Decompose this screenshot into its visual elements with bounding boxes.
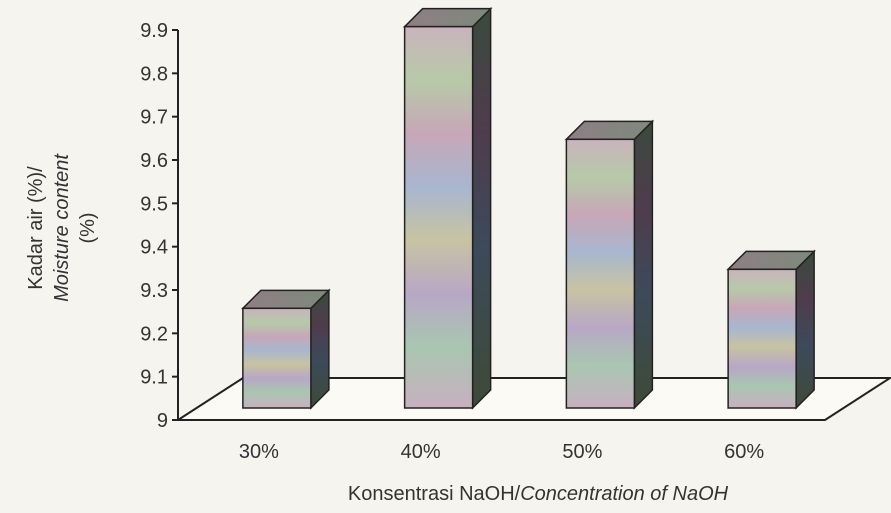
- y-tick-label: 9.1: [140, 367, 168, 389]
- y-axis-title-line1: Kadar air (%)/: [25, 166, 47, 290]
- bar-side-face: [471, 6, 492, 410]
- bar-side-face: [310, 288, 330, 410]
- x-axis-title-regular: Konsentrasi NaOH/: [348, 483, 521, 505]
- bar: [402, 6, 493, 410]
- y-axis: 9 9.1 9.2 9.3 9.4 9.5 9.6 9.7 9.8 9.9: [140, 20, 179, 432]
- bar: [564, 119, 655, 410]
- x-tick-label: 50%: [562, 441, 602, 463]
- y-tick-label: 9.7: [140, 107, 168, 129]
- y-tick-label: 9.8: [140, 63, 168, 85]
- x-tick-label: 60%: [724, 441, 764, 463]
- bar-front-face: [565, 138, 636, 409]
- bar-front-face: [403, 25, 474, 409]
- bar: [726, 249, 816, 410]
- x-tick-label: 40%: [401, 441, 441, 463]
- bar-side-face: [633, 119, 654, 410]
- bars-group: [241, 6, 816, 410]
- x-tick-labels: 30% 40% 50% 60%: [239, 441, 764, 463]
- x-axis-title-italic: Concentration of NaOH: [520, 483, 728, 505]
- y-axis-title-line3: (%): [77, 212, 99, 243]
- bar-side-face: [795, 249, 815, 410]
- y-tick-label: 9.3: [140, 280, 168, 302]
- y-tick-label: 9.5: [140, 193, 168, 215]
- bar-front-face: [242, 307, 312, 409]
- floor-plane: [174, 377, 891, 421]
- y-axis-title-line2: Moisture content: [51, 153, 73, 302]
- bar: [241, 288, 331, 410]
- y-tick-label: 9.2: [140, 323, 168, 345]
- chart-floor: [174, 377, 891, 421]
- y-tick-label: 9: [157, 410, 168, 432]
- x-axis-title: Konsentrasi NaOH/Concentration of NaOH: [348, 483, 729, 505]
- y-tick-label: 9.9: [140, 20, 168, 42]
- y-tick-label: 9.6: [140, 150, 168, 172]
- x-tick-label: 30%: [239, 441, 279, 463]
- y-tick-label: 9.4: [140, 237, 168, 259]
- bar-front-face: [727, 268, 797, 409]
